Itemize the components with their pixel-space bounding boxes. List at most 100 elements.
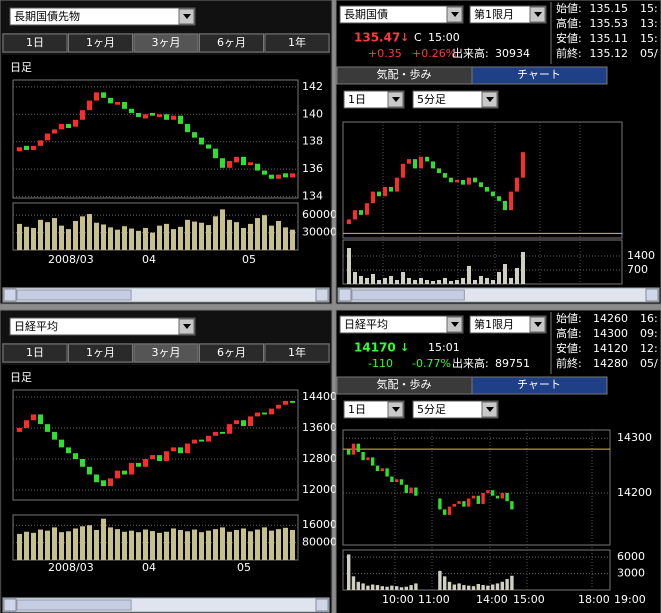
price-plot xyxy=(12,389,299,501)
candle xyxy=(401,163,405,178)
tab-label: 1ヶ月 xyxy=(86,346,115,359)
dropdown[interactable] xyxy=(469,5,547,24)
volume-bar xyxy=(73,220,78,250)
volume-bar xyxy=(447,581,452,590)
volume-bar xyxy=(491,280,495,284)
candle xyxy=(361,451,365,461)
candle xyxy=(347,449,351,455)
volume-bar xyxy=(80,526,85,560)
stat-label: 前終: xyxy=(556,356,582,370)
volume-bar xyxy=(52,218,57,250)
dropdown[interactable] xyxy=(469,315,547,334)
dropdown[interactable] xyxy=(412,90,499,109)
scroll-left[interactable] xyxy=(3,288,17,302)
candle xyxy=(255,412,260,417)
scroll-left[interactable] xyxy=(3,598,17,612)
candle xyxy=(497,196,501,201)
candle xyxy=(414,487,418,496)
volume-bar xyxy=(283,527,288,560)
candle xyxy=(255,163,260,171)
scroll-thumb[interactable] xyxy=(16,289,132,301)
volume-bar xyxy=(178,226,183,250)
tab[interactable] xyxy=(68,33,133,53)
candle xyxy=(510,501,514,510)
y-tick-label: 1400 xyxy=(627,249,655,262)
stat-value: 14120 xyxy=(593,342,628,355)
candle xyxy=(455,180,459,183)
volume-bar xyxy=(449,281,453,284)
candle xyxy=(241,156,246,166)
candle xyxy=(409,487,413,493)
volume-bar xyxy=(108,227,113,250)
dropdown-arrow xyxy=(451,322,459,327)
stat-label: 高値: xyxy=(556,16,582,30)
x-tick-label: 18:00 xyxy=(578,593,610,606)
tab[interactable] xyxy=(2,33,68,53)
dropdown-arrow xyxy=(451,12,459,17)
candle xyxy=(17,428,22,432)
tab[interactable] xyxy=(199,33,264,53)
candle xyxy=(108,97,113,104)
candle xyxy=(178,115,183,124)
candle xyxy=(500,492,504,499)
tab[interactable] xyxy=(133,33,199,53)
x-tick-label: 15:00 xyxy=(513,593,545,606)
scroll-right[interactable] xyxy=(645,288,659,302)
x-tick-label: 04 xyxy=(142,253,156,266)
tab[interactable] xyxy=(264,343,330,363)
dropdown-arrow xyxy=(534,322,542,327)
volume-bar xyxy=(399,587,404,590)
candle xyxy=(462,501,466,507)
candle xyxy=(17,147,22,152)
tab[interactable] xyxy=(471,66,608,85)
dropdown[interactable] xyxy=(339,315,464,334)
tab-label: 気配・歩み xyxy=(377,377,432,391)
dropdown[interactable] xyxy=(9,7,196,26)
volume-bar xyxy=(164,223,169,250)
volume-bar xyxy=(505,579,509,590)
candle xyxy=(73,453,78,460)
volume-bar xyxy=(150,232,155,250)
scroll-thumb[interactable] xyxy=(16,599,132,611)
candle xyxy=(108,478,113,487)
tab[interactable] xyxy=(2,343,68,363)
volume: 89751 xyxy=(495,357,530,370)
tab[interactable] xyxy=(68,343,133,363)
scroll-right[interactable] xyxy=(315,598,329,612)
price-plot xyxy=(342,121,623,239)
dropdown[interactable] xyxy=(9,317,196,336)
candle xyxy=(31,145,36,150)
y-tick-label: 700 xyxy=(627,263,648,276)
candle xyxy=(457,501,461,504)
scroll-left[interactable] xyxy=(338,288,352,302)
candle xyxy=(136,462,141,467)
tab[interactable] xyxy=(199,343,264,363)
y-tick-label: 80000 xyxy=(302,536,337,549)
volume-bar xyxy=(24,226,29,250)
scroll-right[interactable] xyxy=(315,288,329,302)
scroll-thumb[interactable] xyxy=(351,289,465,301)
candle xyxy=(276,174,281,179)
volume-bar xyxy=(276,220,281,250)
volume-bar xyxy=(220,209,225,250)
x-tick-label: 04 xyxy=(142,561,156,574)
tab[interactable] xyxy=(471,376,608,395)
candle xyxy=(24,420,29,429)
volume-bar xyxy=(171,229,176,250)
dropdown-text: 長期国債先物 xyxy=(14,9,80,23)
dropdown-arrow xyxy=(486,407,494,412)
tab[interactable] xyxy=(264,33,330,53)
volume-bar xyxy=(199,532,204,560)
candle xyxy=(283,400,288,405)
dropdown[interactable] xyxy=(339,5,464,24)
volume-bar xyxy=(87,214,92,250)
candle xyxy=(52,129,57,134)
volume-bar xyxy=(471,586,476,590)
dropdown[interactable] xyxy=(412,400,499,419)
candle xyxy=(192,439,197,444)
stat-time: 09: xyxy=(640,327,658,340)
tab[interactable] xyxy=(133,343,199,363)
volume-bar xyxy=(515,268,519,284)
candle xyxy=(164,451,169,461)
dropdown-arrow xyxy=(534,12,542,17)
